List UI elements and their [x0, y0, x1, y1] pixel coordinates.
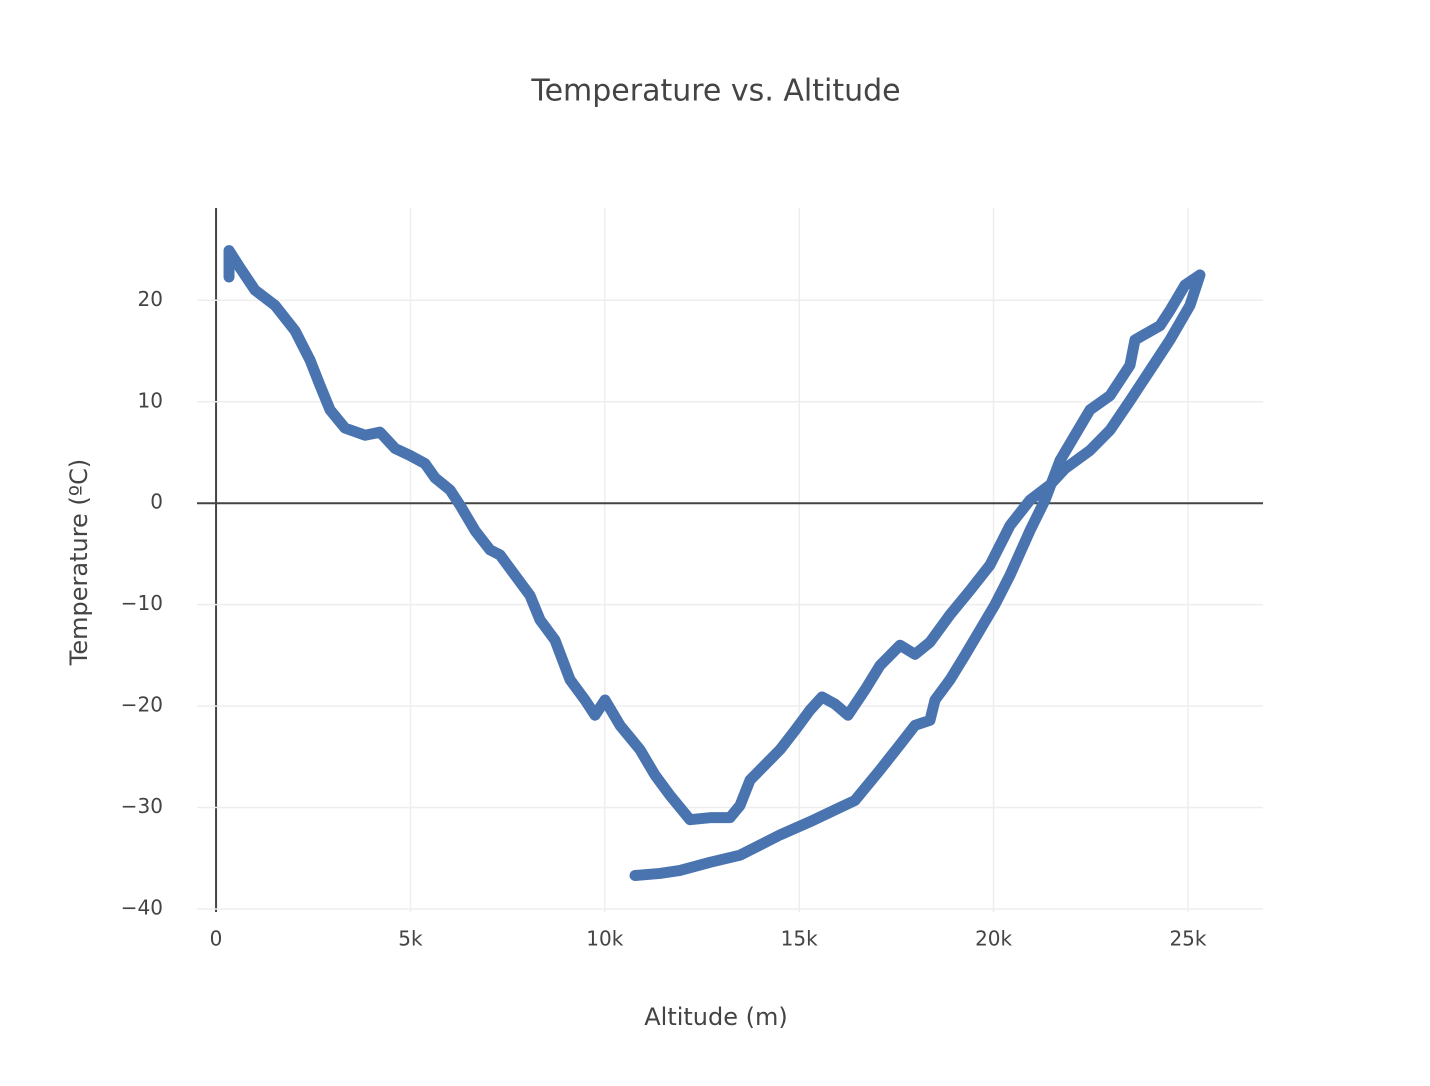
- x-tick-label: 5k: [398, 927, 423, 951]
- y-axis-label: Temperature (ºC): [65, 459, 93, 666]
- data-line: [223, 245, 1206, 881]
- x-tick-label: 25k: [1169, 927, 1206, 951]
- x-axis-label: Altitude (m): [644, 1003, 788, 1031]
- y-tick-label: −40: [121, 895, 163, 919]
- x-tick-label: 0: [210, 927, 223, 951]
- y-tick-label: 0: [150, 490, 163, 514]
- y-tick-label: 10: [138, 388, 163, 412]
- y-tick-label: −20: [121, 693, 163, 717]
- y-tick-label: −10: [121, 591, 163, 615]
- x-tick-label: 15k: [781, 927, 818, 951]
- x-tick-label: 10k: [586, 927, 623, 951]
- x-tick-label: 20k: [975, 927, 1012, 951]
- y-tick-label: 20: [138, 287, 163, 311]
- y-tick-label: −30: [121, 794, 163, 818]
- chart-title: Temperature vs. Altitude: [530, 74, 900, 109]
